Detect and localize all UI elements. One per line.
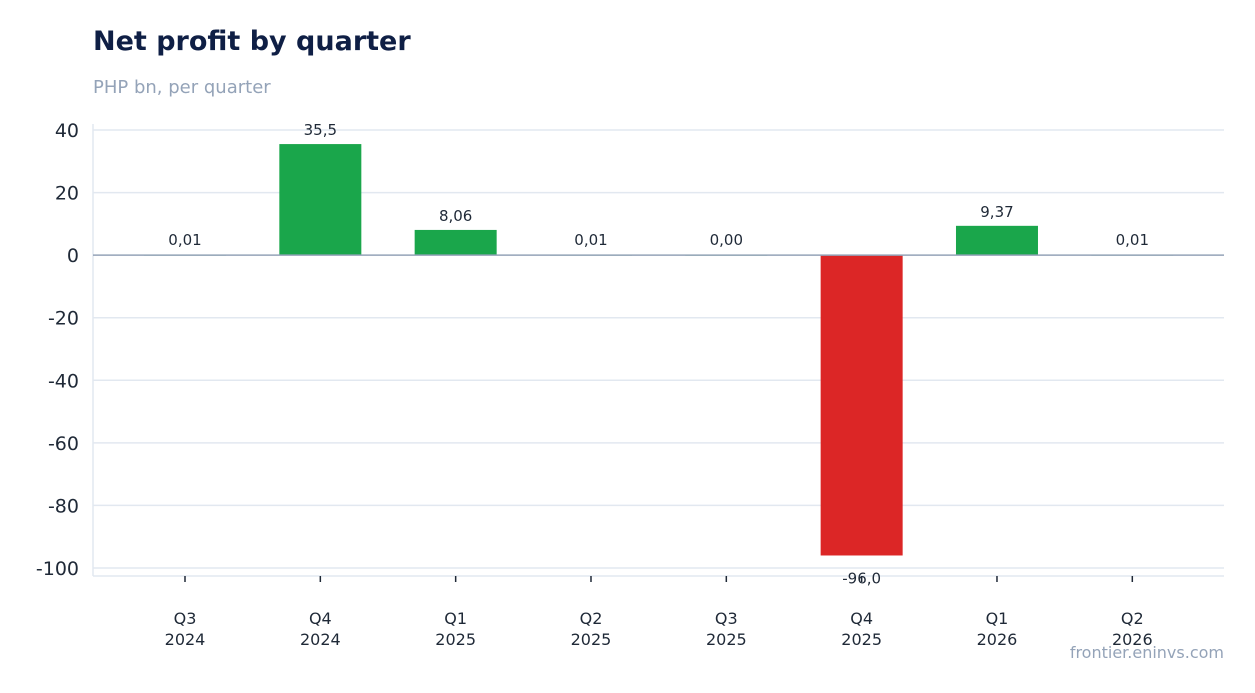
x-tick-label-year: 2026 (977, 630, 1018, 649)
y-tick-label: 20 (55, 183, 79, 205)
y-tick-label: -20 (48, 308, 79, 330)
x-tick-label-year: 2025 (706, 630, 747, 649)
chart-title: Net profit by quarter (93, 26, 411, 57)
data-label: 8,06 (439, 207, 472, 225)
bar (279, 144, 362, 256)
data-label: 35,5 (304, 121, 337, 139)
chart-subtitle: PHP bn, per quarter (93, 77, 271, 98)
y-tick-label: -40 (48, 370, 79, 392)
data-label: 0,01 (168, 231, 201, 249)
source-note: frontier.eninvs.com (1069, 643, 1224, 662)
y-axis: 40 20 0 -20 -40 -60 -80 -100 (36, 120, 1224, 580)
bars (144, 144, 1174, 556)
x-tick-label-year: 2025 (571, 630, 612, 649)
x-tick-label: Q4 (850, 609, 873, 628)
data-label: 0,00 (710, 231, 743, 249)
data-label: 0,01 (1116, 231, 1149, 249)
x-tick-label: Q2 (1121, 609, 1144, 628)
x-axis: Q3 2024 Q4 2024 Q1 2025 Q2 2025 Q3 2025 Q4 2025 Q1 20… (165, 576, 1153, 649)
x-tick-label: Q1 (986, 609, 1009, 628)
y-tick-label: -60 (48, 433, 79, 455)
y-tick-label: -80 (48, 495, 79, 517)
bar (955, 225, 1038, 256)
grid-lines (93, 129, 1224, 569)
x-tick-label: Q1 (444, 609, 467, 628)
y-tick-label: -100 (36, 558, 79, 580)
x-tick-label-year: 2024 (300, 630, 341, 649)
y-tick-label: 0 (67, 245, 79, 267)
bar (414, 229, 497, 256)
data-label: 9,37 (980, 203, 1013, 221)
bar (820, 255, 903, 556)
x-tick-label-year: 2024 (165, 630, 206, 649)
x-tick-label: Q3 (174, 609, 197, 628)
y-tick-label: 40 (55, 120, 79, 142)
x-tick-label: Q4 (309, 609, 332, 628)
x-tick-label-year: 2025 (841, 630, 882, 649)
x-tick-label-year: 2025 (435, 630, 476, 649)
x-tick-label: Q3 (715, 609, 738, 628)
data-label: 0,01 (574, 231, 607, 249)
x-tick-label: Q2 (580, 609, 603, 628)
x-tick-label-year: 2026 (1112, 630, 1153, 649)
